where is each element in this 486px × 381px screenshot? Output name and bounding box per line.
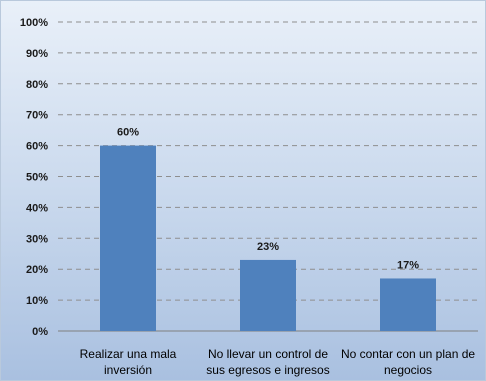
x-category-label-line: Realizar una mala (80, 347, 177, 361)
x-category-label-line: inversión (104, 363, 152, 377)
x-category-label: No contar con un plan de negocios (341, 347, 475, 377)
y-tick-label: 40% (26, 202, 48, 214)
x-category-label-line: No contar con un plan de (341, 347, 475, 361)
x-category-label-line: No llevar un control de (208, 347, 328, 361)
bar (380, 278, 436, 331)
data-label: 23% (257, 241, 279, 253)
x-category-label: No llevar un control de sus egresos e ing… (206, 347, 329, 377)
x-category-label: Realizar una mala inversión (80, 347, 177, 377)
y-tick-label: 100% (20, 17, 48, 29)
y-tick-label: 60% (26, 141, 48, 153)
y-tick-label: 50% (26, 172, 48, 184)
y-tick-label: 80% (26, 79, 48, 91)
x-category-label-line: negocios (384, 363, 432, 377)
y-tick-label: 70% (26, 110, 48, 122)
y-tick-label: 90% (26, 48, 48, 60)
y-tick-label: 30% (26, 233, 48, 245)
data-label: 17% (397, 259, 419, 271)
bar (240, 259, 296, 331)
x-category-label-line: sus egresos e ingresos (206, 363, 329, 377)
y-tick-label: 10% (26, 295, 48, 307)
data-label: 60% (117, 127, 139, 139)
bar (100, 145, 156, 331)
y-tick-label: 0% (32, 326, 48, 338)
y-tick-label: 20% (26, 264, 48, 276)
